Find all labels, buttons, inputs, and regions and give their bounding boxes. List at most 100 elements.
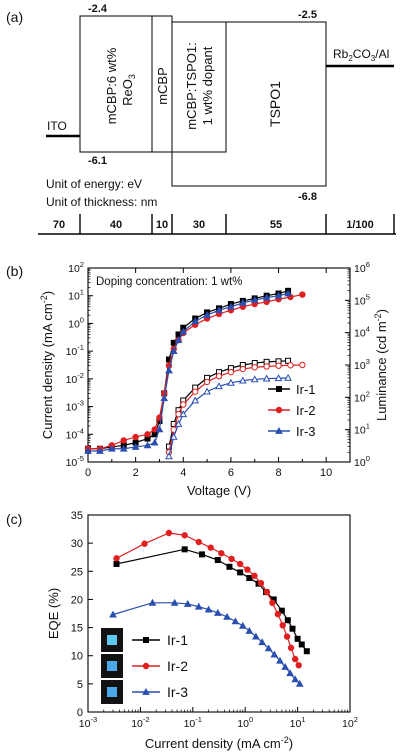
panel-label-b: (b)	[6, 263, 23, 279]
eqe-point	[228, 555, 235, 563]
legend-label: Ir-1	[167, 632, 188, 648]
energy-diagram: (a)	[6, 9, 394, 187]
current-density-point	[107, 444, 116, 452]
eqe-chart: 10-3 10-2 10-1 100 101 102 0 5 10 15 20 25 30 35 Curre…	[46, 510, 358, 751]
series-Ir-1	[113, 546, 310, 655]
y-left-tick-label: 10-2	[66, 371, 84, 386]
y-left-tick-label: 10-5	[66, 454, 84, 469]
eqe-point	[183, 599, 192, 607]
thickness-ruler: 70 40 10 30 55 1/100	[38, 214, 396, 235]
eqe-point	[148, 598, 157, 606]
emission-spot	[107, 635, 117, 645]
panel-label-a: (a)	[6, 9, 23, 25]
x-tick-label: 100	[237, 715, 253, 730]
eqe-point	[165, 529, 173, 537]
y-left-tick-label: 10-4	[66, 426, 84, 441]
eqe-point	[223, 612, 231, 620]
luminance-point	[274, 374, 283, 382]
eqe-point	[141, 540, 148, 547]
x-tick-label: 10	[320, 467, 332, 479]
eml-label-line1: mCBP:TSPO1:	[184, 42, 199, 129]
legend-label: Ir-2	[296, 403, 316, 418]
luminance-point	[284, 373, 292, 381]
current-density-point	[96, 446, 104, 454]
luminance-point	[203, 378, 211, 386]
current-density-point	[143, 441, 152, 449]
thickness-htl: 40	[110, 219, 122, 231]
current-density-point	[174, 336, 183, 344]
eqe-point	[214, 557, 221, 564]
current-density-point	[227, 302, 235, 310]
luminance-point	[287, 362, 294, 369]
eqe-line	[112, 602, 301, 685]
eqe-point	[263, 588, 271, 596]
y-right-tick-label: 106	[354, 260, 370, 275]
current-density-point	[284, 289, 292, 297]
legend-marker	[275, 426, 283, 434]
luminance-point	[239, 365, 247, 373]
y-right-tick-label: 101	[354, 422, 370, 437]
y-right-tick-label: 100	[354, 454, 370, 469]
x-tick-label: 6	[228, 467, 234, 479]
current-density-point	[191, 317, 200, 325]
eqe-point	[283, 633, 291, 640]
legend: Ir-1 Ir-2 Ir-3	[268, 382, 316, 439]
lumo-htl-label: -2.4	[88, 3, 108, 15]
eqe-point	[270, 650, 279, 658]
energy-labels: ITO -2.4 -6.1 -2.5 -6.8 mCBP:6 wt% ReO3 …	[46, 3, 389, 209]
homo-htl-label: -6.1	[88, 155, 107, 167]
current-density-point	[84, 446, 92, 454]
luminance-point	[191, 396, 200, 404]
eqe-point	[269, 599, 276, 607]
y-tick-label: 25	[71, 566, 83, 578]
y-tick-label: 30	[71, 538, 83, 550]
luminance-point	[238, 376, 247, 384]
jvl-chart: 0 2 4 6 8 10 102 101 100 10-1 10-2 10-3 10-4 10-5 106 1…	[39, 260, 389, 498]
x-axis-title: Voltage (V)	[187, 483, 251, 498]
eqe-point	[195, 538, 202, 546]
luminance-point	[227, 378, 235, 386]
eqe-point	[294, 635, 301, 642]
eqe-point	[218, 550, 225, 557]
eqe-point	[109, 610, 117, 618]
eqe-point	[295, 662, 302, 669]
legend: Ir-1 Ir-2 Ir-3	[132, 632, 188, 700]
lumo-tspo1-label: -2.5	[298, 9, 317, 21]
eqe-point	[264, 644, 273, 652]
eqe-point	[286, 669, 294, 677]
legend-marker	[143, 637, 149, 643]
current-density-point	[262, 293, 271, 301]
thickness-ito: 70	[53, 219, 65, 231]
current-density-point	[203, 311, 211, 318]
unit-thickness-note: Unit of thickness: nm	[46, 195, 157, 209]
eqe-point	[245, 626, 254, 634]
y-right-tick-label: 104	[354, 325, 370, 340]
homo-tspo1-label: -6.8	[298, 191, 317, 203]
y-left-tick-label: 102	[68, 260, 84, 275]
current-density-line	[88, 290, 289, 450]
current-density-point	[299, 291, 306, 298]
luminance-point	[180, 401, 187, 408]
eqe-point	[295, 679, 304, 687]
eqe-point	[170, 598, 179, 606]
ito-label: ITO	[47, 119, 67, 133]
current-density-point	[150, 438, 159, 446]
current-density-point	[132, 433, 139, 441]
eqe-point	[279, 622, 286, 629]
emission-spot	[107, 661, 117, 671]
luminance-point	[263, 363, 270, 370]
legend-marker	[275, 406, 283, 414]
emission-spot	[107, 687, 117, 697]
current-density-point	[215, 306, 223, 314]
htl-label-line1: mCBP:6 wt%	[104, 47, 119, 124]
eqe-point	[213, 608, 222, 616]
thickness-tspo1: 55	[270, 219, 282, 231]
legend-marker	[142, 687, 150, 695]
eqe-point	[181, 532, 188, 539]
current-density-point	[179, 327, 188, 335]
eqe-point	[257, 579, 265, 587]
cathode-label: Rb2CO3/Al	[333, 47, 389, 63]
luminance-point	[215, 373, 223, 380]
doping-annotation: Doping concentration: 1 wt%	[96, 276, 242, 288]
panel-label-c: (c)	[6, 511, 22, 527]
